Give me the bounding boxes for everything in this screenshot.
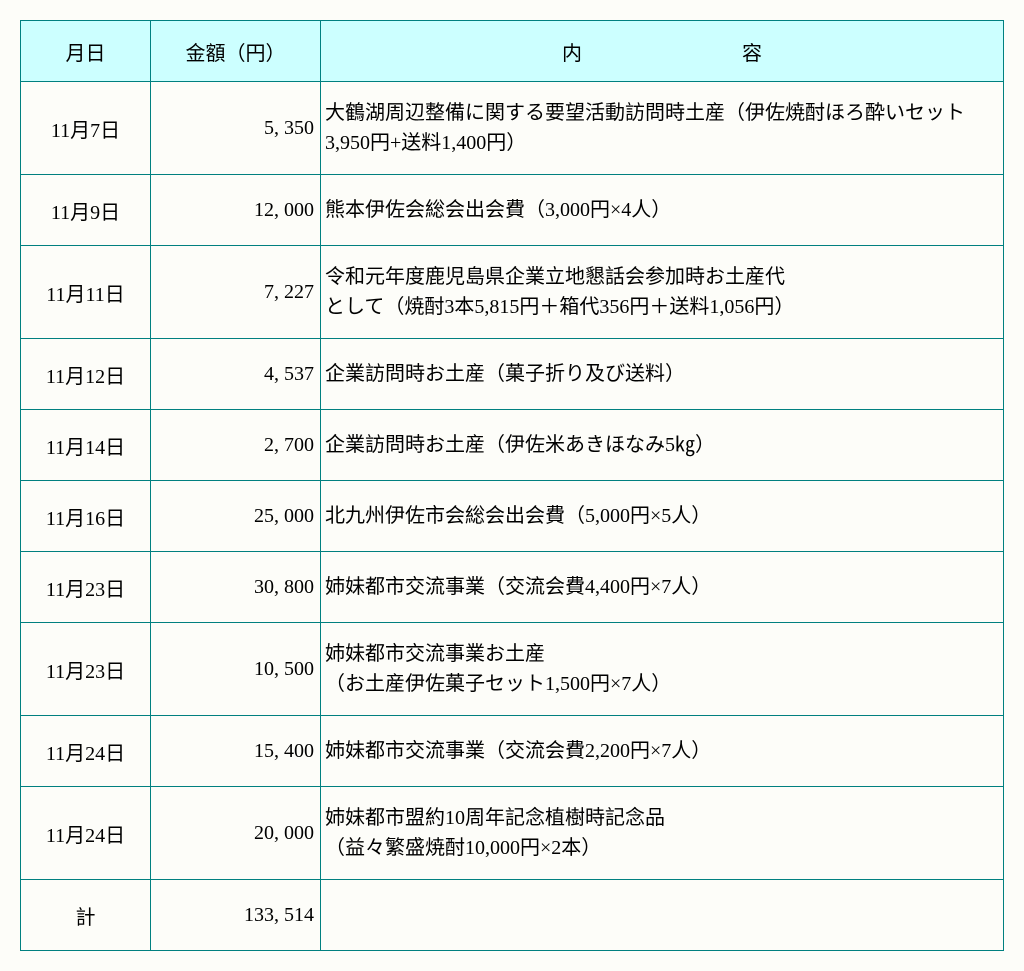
table-header-row: 月日 金額（円） 内 容: [21, 21, 1004, 82]
cell-date: 11月24日: [21, 716, 151, 787]
header-date: 月日: [21, 21, 151, 82]
table-row: 11月12日4, 537企業訪問時お土産（菓子折り及び送料）: [21, 339, 1004, 410]
table-row: 11月11日7, 227令和元年度鹿児島県企業立地懇話会参加時お土産代として（焼…: [21, 246, 1004, 339]
table-row: 11月24日20, 000姉妹都市盟約10周年記念植樹時記念品（益々繁盛焼酎10…: [21, 787, 1004, 880]
table-row: 11月23日10, 500姉妹都市交流事業お土産（お土産伊佐菓子セット1,500…: [21, 623, 1004, 716]
cell-desc: 姉妹都市盟約10周年記念植樹時記念品（益々繁盛焼酎10,000円×2本）: [321, 787, 1004, 880]
cell-amount: 20, 000: [151, 787, 321, 880]
cell-amount: 7, 227: [151, 246, 321, 339]
cell-desc: 姉妹都市交流事業（交流会費4,400円×7人）: [321, 552, 1004, 623]
cell-desc: 姉妹都市交流事業（交流会費2,200円×7人）: [321, 716, 1004, 787]
header-amount: 金額（円）: [151, 21, 321, 82]
cell-date: 11月11日: [21, 246, 151, 339]
cell-date: 11月24日: [21, 787, 151, 880]
cell-amount: 30, 800: [151, 552, 321, 623]
cell-date: 11月7日: [21, 82, 151, 175]
cell-amount: 25, 000: [151, 481, 321, 552]
cell-date: 11月16日: [21, 481, 151, 552]
cell-amount: 5, 350: [151, 82, 321, 175]
total-desc-empty: [321, 880, 1004, 951]
table-row: 11月7日5, 350大鶴湖周辺整備に関する要望活動訪問時土産（伊佐焼酎ほろ酔い…: [21, 82, 1004, 175]
cell-date: 11月12日: [21, 339, 151, 410]
table-row: 11月14日2, 700企業訪問時お土産（伊佐米あきほなみ5㎏）: [21, 410, 1004, 481]
cell-desc: 姉妹都市交流事業お土産（お土産伊佐菓子セット1,500円×7人）: [321, 623, 1004, 716]
table-row: 11月23日30, 800姉妹都市交流事業（交流会費4,400円×7人）: [21, 552, 1004, 623]
cell-date: 11月14日: [21, 410, 151, 481]
cell-amount: 4, 537: [151, 339, 321, 410]
header-desc: 内 容: [321, 21, 1004, 82]
cell-desc: 企業訪問時お土産（伊佐米あきほなみ5㎏）: [321, 410, 1004, 481]
cell-date: 11月9日: [21, 175, 151, 246]
cell-amount: 10, 500: [151, 623, 321, 716]
total-amount: 133, 514: [151, 880, 321, 951]
table-row: 11月24日15, 400姉妹都市交流事業（交流会費2,200円×7人）: [21, 716, 1004, 787]
cell-amount: 2, 700: [151, 410, 321, 481]
table-row: 11月16日25, 000北九州伊佐市会総会出会費（5,000円×5人）: [21, 481, 1004, 552]
cell-desc: 北九州伊佐市会総会出会費（5,000円×5人）: [321, 481, 1004, 552]
table-row: 11月9日12, 000熊本伊佐会総会出会費（3,000円×4人）: [21, 175, 1004, 246]
cell-desc: 企業訪問時お土産（菓子折り及び送料）: [321, 339, 1004, 410]
total-label: 計: [21, 880, 151, 951]
table-total-row: 計133, 514: [21, 880, 1004, 951]
cell-date: 11月23日: [21, 552, 151, 623]
cell-amount: 15, 400: [151, 716, 321, 787]
cell-desc: 熊本伊佐会総会出会費（3,000円×4人）: [321, 175, 1004, 246]
cell-amount: 12, 000: [151, 175, 321, 246]
cell-desc: 令和元年度鹿児島県企業立地懇話会参加時お土産代として（焼酎3本5,815円＋箱代…: [321, 246, 1004, 339]
expense-table: 月日 金額（円） 内 容 11月7日5, 350大鶴湖周辺整備に関する要望活動訪…: [20, 20, 1004, 951]
cell-date: 11月23日: [21, 623, 151, 716]
cell-desc: 大鶴湖周辺整備に関する要望活動訪問時土産（伊佐焼酎ほろ酔いセット3,950円+送…: [321, 82, 1004, 175]
